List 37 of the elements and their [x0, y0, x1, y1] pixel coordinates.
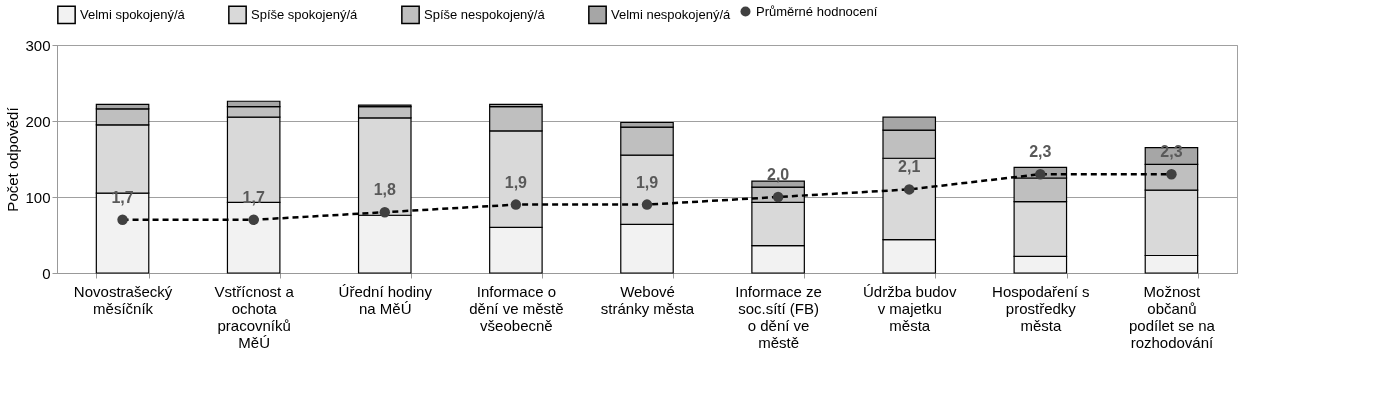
x-tick-label: Webové stránky města: [600, 282, 695, 317]
point: [248, 214, 259, 226]
data-label: 2,0: [766, 166, 790, 183]
y-tick-label: 0: [42, 264, 51, 282]
legend-label: Velmi nespokojený/á: [611, 6, 732, 22]
legend-label: Spíše spokojený/á: [251, 6, 358, 22]
point: [1035, 168, 1046, 180]
data-label: 1,9: [635, 173, 659, 191]
x-tick-label: Úřední hodiny na MěÚ: [338, 282, 433, 317]
point: [903, 184, 915, 195]
y-tick-label: 100: [25, 188, 51, 206]
data-label: 1,7: [111, 188, 134, 206]
x-tick-label: Informace ze soc.sítí (FB) o dění ve městě: [735, 282, 822, 351]
point: [1166, 168, 1177, 180]
point: [510, 199, 522, 210]
data-label: 1,8: [373, 181, 396, 199]
point: [117, 214, 128, 226]
point: [772, 191, 784, 203]
data-label: 2,3: [1029, 143, 1052, 161]
data-label: 1,9: [504, 173, 528, 191]
y-tick-label: 300: [25, 36, 51, 54]
x-tick-label: Informace o dění ve městě všeobecně: [469, 282, 564, 334]
point: [641, 199, 653, 210]
x-tick-label: Možnost občanů podílet se na rozhodování: [1128, 282, 1216, 351]
x-tick-label: Novostrašecký měsíčník: [73, 282, 173, 317]
legend-label: Spíše nespokojený/á: [424, 6, 546, 22]
data-label: 2,1: [898, 158, 921, 176]
point: [379, 206, 391, 218]
legend-label: Velmi spokojený/á: [80, 6, 186, 22]
y-tick-label: 200: [25, 112, 51, 130]
legend-label: Průměrné hodnocení: [756, 3, 878, 19]
x-tick-label: Hospodaření s prostředky města: [992, 282, 1090, 334]
x-tick-label: Vstřícnost a ochota pracovníků MěÚ: [214, 282, 295, 351]
x-tick-label: Údržba budov v majetku města: [863, 282, 957, 334]
y-axis-title: Počet odpovědí: [4, 106, 22, 212]
data-label: 1,7: [242, 188, 265, 206]
data-label: 2,3: [1160, 143, 1183, 161]
